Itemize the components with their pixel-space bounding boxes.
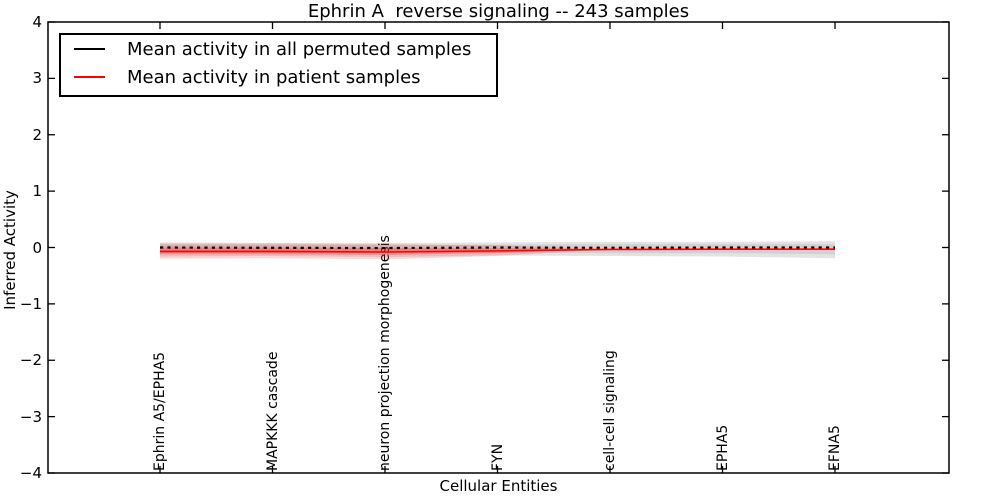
patient-line-swatch: [74, 76, 105, 78]
x-axis-label: Cellular Entities: [439, 477, 558, 495]
y-tick-label: 4: [32, 13, 42, 31]
y-tick-label: 0: [32, 238, 42, 257]
y-tick-label: −1: [19, 294, 42, 313]
y-tick-label: −2: [19, 351, 42, 370]
permuted-line-swatch: [74, 48, 105, 50]
y-tick-label: 1: [32, 182, 42, 201]
legend-entry-patient: Mean activity in patient samples: [61, 63, 496, 91]
patient-mean-line: [160, 248, 835, 253]
legend-entry-permuted: Mean activity in all permuted samples: [61, 35, 496, 63]
y-tick-label: −4: [19, 464, 42, 482]
permuted-samples-range-outer-band: [160, 241, 835, 259]
legend-label-patient: Mean activity in patient samples: [127, 66, 421, 88]
y-tick-label: 2: [32, 125, 42, 144]
legend-label-permuted: Mean activity in all permuted samples: [127, 38, 472, 60]
patient-samples-range-inner-band: [160, 247, 610, 255]
y-tick-label: 3: [32, 69, 42, 88]
permuted-mean-line: [159, 246, 835, 250]
y-tick-label: −3: [19, 407, 42, 426]
legend: Mean activity in all permuted samples Me…: [59, 33, 498, 97]
chart-title: Ephrin A reverse signaling -- 243 sample…: [307, 1, 690, 22]
